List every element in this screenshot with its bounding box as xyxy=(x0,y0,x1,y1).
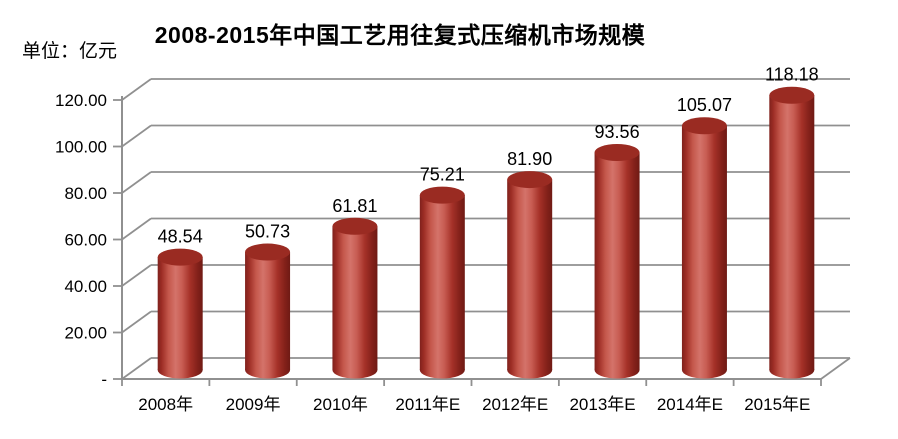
bar-cylinder-2010年 xyxy=(332,217,378,379)
bar-value-label: 50.73 xyxy=(245,222,290,242)
gridline-depth xyxy=(121,78,152,101)
bar-value-label: 118.18 xyxy=(765,65,819,85)
bar-body xyxy=(769,95,815,370)
y-axis-label: 20.00 xyxy=(64,324,107,343)
bar-value-label: 75.21 xyxy=(420,165,465,185)
bar-body xyxy=(157,257,203,370)
bar-top-cap xyxy=(507,171,553,189)
bar-top-cap xyxy=(769,86,815,104)
x-axis-label: 2009年 xyxy=(226,395,281,414)
x-axis-label: 2010年 xyxy=(313,395,368,414)
bar-body xyxy=(332,226,378,370)
bar-cylinder-2014年E xyxy=(681,117,727,379)
bar-value-label: 81.90 xyxy=(507,149,552,169)
bar-body xyxy=(507,179,553,370)
bar-body xyxy=(594,152,640,370)
bar-cylinder-2015年E xyxy=(769,86,815,379)
x-axis-label: 2011年E xyxy=(395,395,460,414)
bar-top-cap xyxy=(419,186,465,204)
gridline-depth xyxy=(121,171,152,194)
y-axis-label: - xyxy=(101,370,107,389)
gridline-depth xyxy=(121,357,152,380)
bar-top-cap xyxy=(332,217,378,235)
bar-cylinder-2011年E xyxy=(419,186,465,379)
floor-edge xyxy=(820,357,851,380)
bar-value-label: 48.54 xyxy=(158,227,203,247)
y-axis-label: 40.00 xyxy=(64,277,107,296)
bar-body xyxy=(245,252,291,370)
gridline-depth xyxy=(121,217,152,241)
bar-value-label: 93.56 xyxy=(595,122,640,142)
y-axis-label: 100.00 xyxy=(55,138,107,157)
x-axis-label: 2013年E xyxy=(569,395,635,414)
x-axis-label: 2012年E xyxy=(482,395,548,414)
bar-cylinder-2008年 xyxy=(157,248,203,379)
x-axis-label: 2015年E xyxy=(744,395,810,414)
bar-cylinder-2012年E xyxy=(507,171,553,379)
bar-cylinder-2009年 xyxy=(245,243,291,379)
bar-top-cap xyxy=(681,117,727,135)
bar-cylinder-2013年E xyxy=(594,143,640,379)
x-axis-label: 2014年E xyxy=(657,395,723,414)
gridline-depth xyxy=(121,124,152,148)
bar-body xyxy=(419,195,465,370)
bar-top-cap xyxy=(594,143,640,161)
bar-body xyxy=(681,125,727,370)
y-axis-label: 60.00 xyxy=(64,231,107,250)
y-axis-label: 80.00 xyxy=(64,184,107,203)
bar-top-cap xyxy=(157,248,203,266)
bar-top-cap xyxy=(245,243,291,261)
y-axis-label: 120.00 xyxy=(55,91,107,110)
bar-value-label: 61.81 xyxy=(332,196,377,216)
gridline-depth xyxy=(121,310,152,334)
unit-label: 单位：亿元 xyxy=(22,41,118,62)
gridline-depth xyxy=(121,264,152,287)
x-axis-label: 2008年 xyxy=(138,395,193,414)
bar-value-label: 105.07 xyxy=(677,95,732,115)
chart-title: 2008-2015年中国工艺用往复式压缩机市场规模 xyxy=(154,22,646,48)
